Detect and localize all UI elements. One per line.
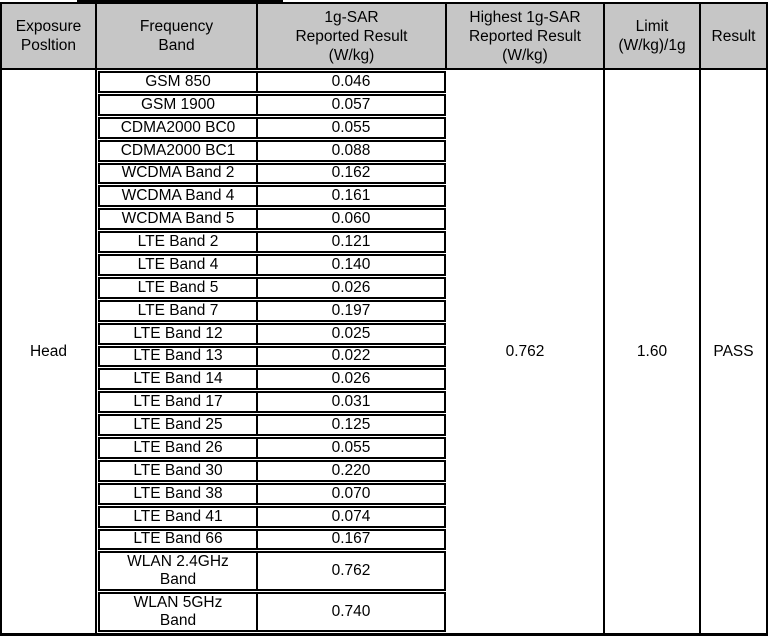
- frequency-band-cell: GSM 850: [100, 73, 258, 91]
- sar-value-cell: 0.074: [331, 507, 371, 525]
- table-row: CDMA2000 BC0 0.055: [98, 116, 446, 139]
- frequency-band-cell: LTE Band 4: [100, 256, 258, 274]
- header-1g-sar-reported: 1g-SAR Reported Result (W/kg): [258, 4, 447, 68]
- sar-value-cell: 0.026: [331, 370, 371, 388]
- table-row: WLAN 2.4GHz Band 0.762: [98, 551, 446, 592]
- frequency-band-cell: LTE Band 5: [100, 279, 258, 297]
- frequency-band-cell: LTE Band 38: [100, 485, 258, 503]
- table-row: LTE Band 14 0.026: [98, 368, 446, 391]
- table-row: LTE Band 66 0.167: [98, 528, 446, 551]
- frequency-band-cell: WLAN 5GHz Band: [100, 594, 258, 630]
- frequency-band-cell: LTE Band 7: [100, 302, 258, 320]
- sar-value-cell: 0.060: [331, 210, 371, 228]
- frequency-band-cell: CDMA2000 BC0: [100, 119, 258, 137]
- frequency-band-cell: LTE Band 26: [100, 439, 258, 457]
- table-row: LTE Band 38 0.070: [98, 482, 446, 505]
- frequency-band-cell: WCDMA Band 5: [100, 210, 258, 229]
- highest-sar-cell: 0.762: [447, 70, 605, 633]
- exposure-position-cell: Head: [2, 70, 97, 633]
- sar-value-cell: 0.762: [331, 562, 371, 580]
- sar-value-cell: 0.057: [331, 95, 371, 113]
- table-row: LTE Band 41 0.074: [98, 505, 446, 528]
- frequency-band-cell: CDMA2000 BC1: [100, 142, 258, 160]
- header-result: Result: [711, 27, 756, 45]
- sar-value-cell: 0.022: [331, 347, 371, 365]
- table-body: Head GSM 850 0.046 GSM 1900 0.057 CDMA20…: [2, 70, 766, 633]
- frequency-band-cell: WCDMA Band 2: [100, 164, 258, 183]
- table-row: LTE Band 2 0.121: [98, 231, 446, 253]
- sar-value-cell: 0.088: [331, 141, 371, 159]
- table-row: LTE Band 26 0.055: [98, 437, 446, 459]
- sar-value-cell: 0.031: [331, 393, 371, 411]
- frequency-band-cell: LTE Band 25: [100, 416, 258, 434]
- sar-value-cell: 0.025: [331, 324, 371, 342]
- frequency-band-cell: LTE Band 13: [100, 347, 258, 366]
- table-row: WCDMA Band 2 0.162: [98, 162, 446, 185]
- table-row: GSM 850 0.046: [98, 71, 446, 93]
- header-highest-1g-sar: Highest 1g-SAR Reported Result (W/kg): [447, 4, 605, 68]
- sar-value-cell: 0.140: [331, 255, 371, 273]
- sar-value-cell: 0.121: [331, 233, 371, 251]
- table-row: LTE Band 4 0.140: [98, 254, 446, 276]
- cropped-caption-line: [77, 0, 283, 2]
- table-row: WLAN 5GHz Band 0.740: [98, 592, 446, 632]
- frequency-band-cell: LTE Band 30: [100, 462, 258, 480]
- sar-value-cell: 0.162: [331, 164, 371, 182]
- sar-value-cell: 0.161: [331, 187, 371, 205]
- sar-value-cell: 0.046: [331, 72, 371, 90]
- sar-value-cell: 0.070: [331, 484, 371, 502]
- table-row: LTE Band 13 0.022: [98, 345, 446, 368]
- sar-value-cell: 0.055: [331, 118, 371, 136]
- sar-value-cell: 0.026: [331, 278, 371, 296]
- table-row: LTE Band 12 0.025: [98, 322, 446, 345]
- table-row: GSM 1900 0.057: [98, 93, 446, 116]
- sar-value-cell: 0.055: [331, 438, 371, 456]
- header-limit: Limit (W/kg)/1g: [605, 4, 701, 68]
- frequency-band-cell: LTE Band 2: [100, 233, 258, 251]
- frequency-band-cell: LTE Band 66: [100, 530, 258, 549]
- table-row: CDMA2000 BC1 0.088: [98, 139, 446, 162]
- frequency-band-cell: LTE Band 12: [100, 325, 258, 343]
- sar-value-cell: 0.197: [331, 301, 371, 319]
- sar-value-cell: 0.220: [331, 461, 371, 479]
- table-row: WCDMA Band 5 0.060: [98, 208, 446, 231]
- sar-value-cell: 0.125: [331, 416, 371, 434]
- result-cell: PASS: [713, 342, 754, 360]
- frequency-band-cell: WLAN 2.4GHz Band: [100, 553, 258, 590]
- frequency-band-cell: GSM 1900: [100, 96, 258, 114]
- frequency-band-cell: LTE Band 17: [100, 393, 258, 412]
- band-rows-container: GSM 850 0.046 GSM 1900 0.057 CDMA2000 BC…: [97, 70, 447, 633]
- table-row: LTE Band 17 0.031: [98, 391, 446, 414]
- header-exposure-position: Exposure Posltion: [2, 4, 97, 68]
- frequency-band-cell: WCDMA Band 4: [100, 187, 258, 206]
- table-row: LTE Band 5 0.026: [98, 276, 446, 299]
- table-row: LTE Band 25 0.125: [98, 414, 446, 436]
- sar-value-cell: 0.740: [331, 603, 371, 621]
- table-header-row: Exposure Posltion Frequency Band 1g-SAR …: [2, 4, 766, 70]
- frequency-band-cell: LTE Band 14: [100, 370, 258, 389]
- table-row: LTE Band 7 0.197: [98, 299, 446, 322]
- limit-cell: 1.60: [605, 70, 701, 633]
- header-frequency-band: Frequency Band: [97, 4, 258, 68]
- table-row: WCDMA Band 4 0.161: [98, 185, 446, 208]
- frequency-band-cell: LTE Band 41: [100, 508, 258, 526]
- table-row: LTE Band 30 0.220: [98, 459, 446, 482]
- sar-value-cell: 0.167: [331, 530, 371, 548]
